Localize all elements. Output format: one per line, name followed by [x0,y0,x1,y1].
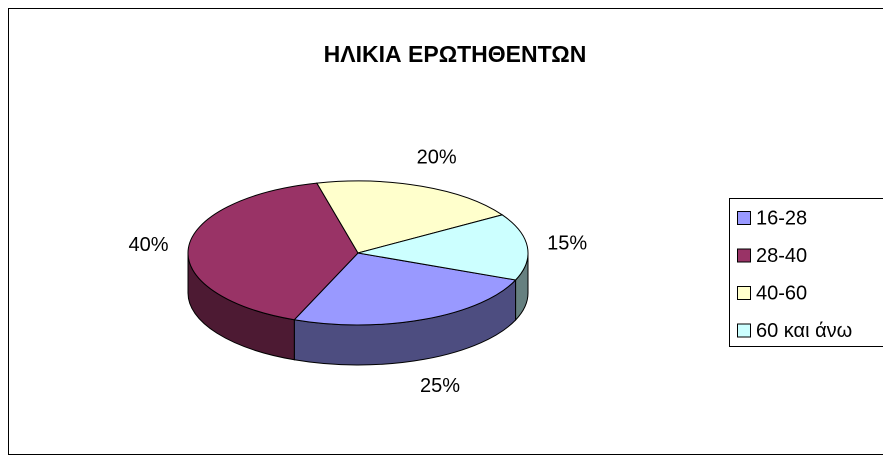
legend-label: 40-60 [756,282,807,304]
slice [357,214,529,281]
legend-swatch [737,248,751,263]
legend-box [729,198,883,347]
data-label: 15% [547,232,587,254]
slice [316,180,504,254]
legend-swatch [737,323,751,338]
legend-label: 16-28 [756,207,807,229]
data-label: 40% [128,234,168,256]
data-label: 20% [417,147,457,169]
chart-title: ΗΛΙΚΙΑ ΕΡΩΤΗΘΕΝΤΩΝ [324,41,587,67]
legend-label: 60 και άνω [756,320,852,342]
data-label: 25% [420,375,460,397]
legend-label: 28-40 [756,245,807,267]
slice [187,182,359,321]
legend-swatch [737,286,751,300]
legend-swatch [737,211,751,225]
